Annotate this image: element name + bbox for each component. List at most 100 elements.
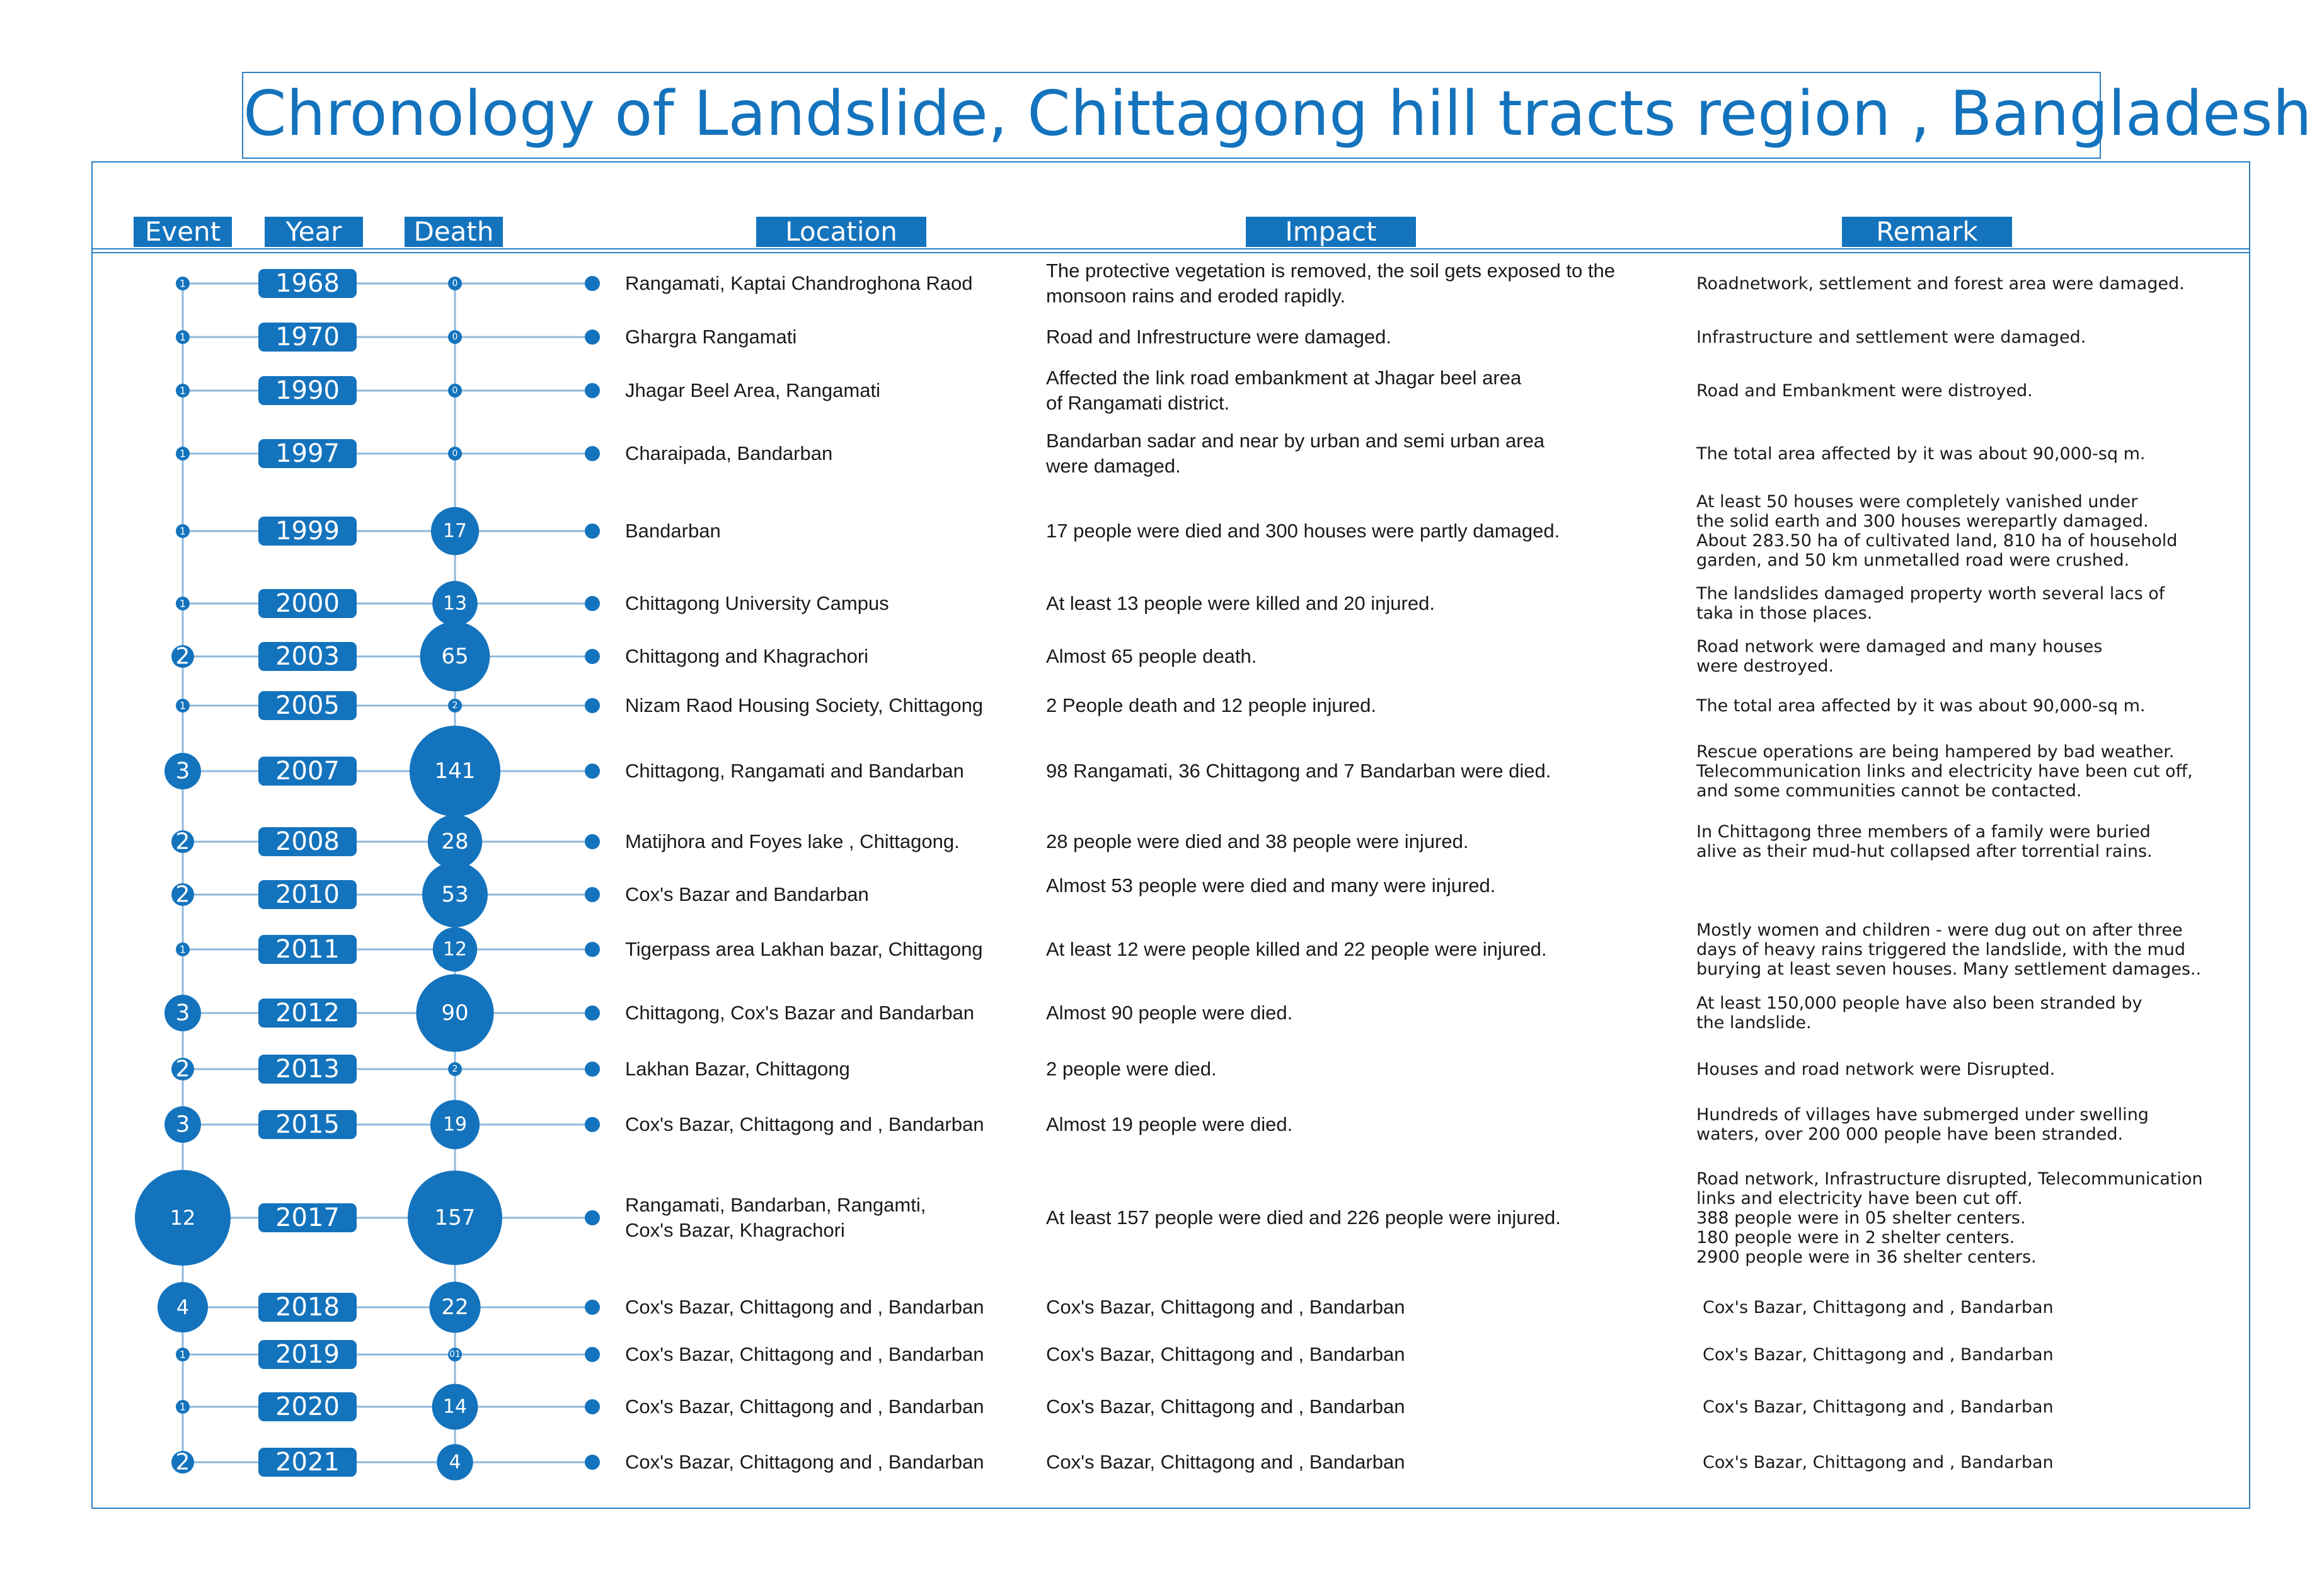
remark-text: Roadnetwork, settlement and forest area … — [1696, 273, 2185, 294]
year-pill — [258, 1392, 357, 1421]
location-bullet — [585, 649, 600, 664]
location-bullet — [585, 698, 600, 713]
death-bubble — [432, 927, 478, 972]
remark-text: Mostly women and children - were dug out… — [1696, 920, 2183, 940]
remark-text: Infrastructure and settlement were damag… — [1696, 327, 2086, 347]
location-bullet — [585, 942, 600, 957]
death-bubble — [408, 1171, 502, 1265]
remark-text: burying at least seven houses. Many sett… — [1696, 959, 2202, 979]
death-label: 12 — [443, 939, 467, 961]
event-bubble — [135, 1170, 231, 1266]
location-bullet — [585, 329, 600, 345]
death-label: 13 — [443, 593, 467, 615]
remark-text: Road and Embankment were distroyed. — [1696, 381, 2033, 401]
event-label: 1 — [180, 1349, 186, 1361]
year-label: 2021 — [275, 1448, 340, 1477]
event-bubble — [176, 597, 190, 610]
location-text: Rangamati, Bandarban, Rangamti, — [625, 1194, 926, 1216]
impact-text: Cox's Bazar, Chittagong and , Bandarban — [1046, 1343, 1405, 1365]
event-label: 2 — [176, 644, 190, 670]
death-label: 19 — [443, 1114, 467, 1136]
year-label: 2015 — [275, 1110, 340, 1139]
death-bubble — [432, 581, 478, 626]
year-pill — [258, 757, 357, 786]
death-bubble — [430, 1099, 480, 1150]
remark-text: The landslides damaged property worth se… — [1696, 584, 2165, 604]
death-bubble — [409, 725, 501, 817]
event-label: 2 — [176, 829, 190, 855]
impact-text: 98 Rangamati, 36 Chittagong and 7 Bandar… — [1046, 760, 1551, 782]
death-bubble — [422, 862, 488, 927]
event-bubble — [164, 753, 201, 789]
year-pill — [258, 1448, 357, 1477]
year-label: 2020 — [275, 1392, 340, 1421]
location-text: Nizam Raod Housing Society, Chittagong — [625, 694, 984, 716]
location-text: Chittagong and Khagrachori — [625, 645, 869, 667]
remark-text: At least 150,000 people have also been s… — [1696, 994, 2143, 1013]
table-frame — [91, 161, 2250, 1509]
location-bullet — [585, 1005, 600, 1021]
remark-text: The total area affected by it was about … — [1696, 696, 2146, 716]
event-bubble — [164, 995, 201, 1031]
death-label: 53 — [441, 882, 468, 907]
death-label: 65 — [441, 644, 468, 669]
event-label: 1 — [180, 944, 186, 956]
year-label: 2017 — [275, 1203, 340, 1232]
event-label: 1 — [180, 525, 186, 537]
impact-text: Affected the link road embankment at Jha… — [1046, 367, 1522, 389]
year-label: 2000 — [275, 589, 340, 618]
location-text: Jhagar Beel Area, Rangamati — [625, 379, 880, 401]
event-bubble — [164, 1106, 201, 1143]
death-label: 0 — [452, 332, 458, 342]
death-label: 90 — [441, 1000, 468, 1026]
death-label: 0 — [452, 449, 458, 459]
remark-text: alive as their mud-hut collapsed after t… — [1696, 842, 2153, 861]
impact-text: Almost 53 people were died and many were… — [1046, 874, 1496, 896]
event-label: 1 — [180, 331, 186, 343]
death-bubble — [448, 447, 462, 461]
year-pill — [258, 1340, 357, 1369]
event-bubble — [176, 942, 190, 956]
event-bubble — [176, 1400, 190, 1414]
year-label: 2018 — [275, 1293, 340, 1322]
event-bubble — [176, 384, 190, 398]
location-text: Chittagong, Rangamati and Bandarban — [625, 760, 964, 782]
location-bullet — [585, 596, 600, 611]
remark-text: links and electricity have been cut off. — [1696, 1188, 2023, 1208]
remark-text: taka in those places. — [1696, 604, 1873, 623]
year-label: 1970 — [275, 323, 340, 352]
page-title: Chronology of Landslide, Chittagong hill… — [243, 78, 2312, 150]
remark-text: Telecommunication links and electricity … — [1696, 761, 2193, 781]
year-pill — [258, 517, 357, 546]
event-bubble — [158, 1282, 208, 1332]
year-pill — [258, 269, 357, 298]
remark-text: At least 50 houses were completely vanis… — [1696, 492, 2138, 512]
year-pill — [258, 880, 357, 909]
year-label: 2003 — [275, 642, 340, 671]
remark-text: Road network, Infrastructure disrupted, … — [1696, 1169, 2203, 1189]
event-label: 1 — [180, 385, 186, 397]
year-label: 2010 — [275, 880, 340, 909]
remark-text: Cox's Bazar, Chittagong and , Bandarban — [1703, 1397, 2054, 1417]
impact-text: At least 12 were people killed and 22 pe… — [1046, 938, 1547, 960]
death-bubble — [437, 1444, 473, 1480]
event-bubble — [176, 524, 190, 538]
death-bubble — [427, 814, 483, 869]
location-text: Cox's Bazar and Bandarban — [625, 883, 869, 905]
event-label: 1 — [180, 598, 186, 610]
death-label: 22 — [441, 1295, 468, 1320]
impact-text: of Rangamati district. — [1046, 392, 1230, 414]
event-label: 12 — [170, 1206, 196, 1230]
remark-text: and some communities cannot be contacted… — [1696, 781, 2082, 801]
location-text: Cox's Bazar, Chittagong and , Bandarban — [625, 1296, 984, 1318]
death-label: 28 — [441, 829, 468, 854]
header-death: Death — [405, 217, 503, 247]
location-text: Chittagong University Campus — [625, 592, 889, 614]
year-pill — [258, 999, 357, 1028]
impact-text: 2 people were died. — [1046, 1058, 1217, 1080]
death-bubble — [430, 507, 480, 556]
header-remark: Remark — [1842, 217, 2012, 247]
remark-text: Rescue operations are being hampered by … — [1696, 742, 2175, 762]
event-label: 2 — [176, 1057, 190, 1082]
